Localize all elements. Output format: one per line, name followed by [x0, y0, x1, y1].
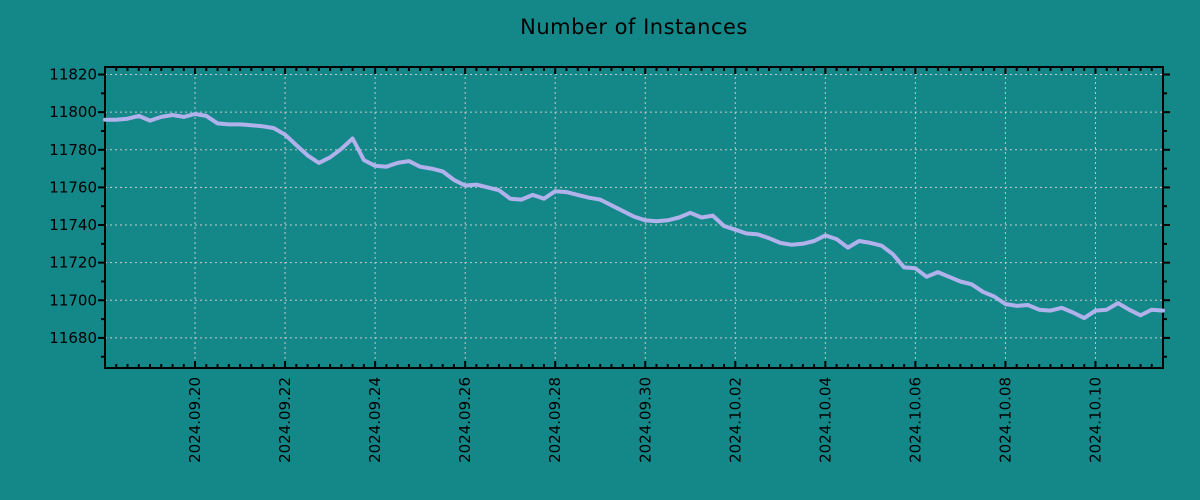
x-tick-label: 2024.10.04 — [816, 377, 834, 463]
chart-title: Number of Instances — [520, 15, 748, 39]
y-tick-label: 11740 — [49, 216, 97, 234]
x-tick-label: 2024.09.28 — [546, 377, 564, 463]
y-tick-label: 11720 — [49, 254, 97, 272]
x-tick-label: 2024.09.24 — [366, 377, 384, 463]
y-tick-label: 11820 — [49, 66, 97, 84]
x-tick-label: 2024.09.30 — [636, 377, 654, 463]
x-tick-label: 2024.09.22 — [276, 377, 294, 463]
x-tick-label: 2024.10.06 — [906, 377, 924, 463]
x-tick-label: 2024.10.08 — [996, 377, 1014, 463]
y-tick-label: 11700 — [49, 291, 97, 309]
x-tick-label: 2024.10.02 — [726, 377, 744, 463]
y-tick-label: 11800 — [49, 103, 97, 121]
y-tick-label: 11680 — [49, 329, 97, 347]
x-tick-label: 2024.10.10 — [1086, 377, 1104, 463]
y-tick-label: 11780 — [49, 141, 97, 159]
x-tick-label: 2024.09.20 — [186, 377, 204, 463]
series-line — [103, 112, 1165, 321]
x-tick-label: 2024.09.26 — [456, 377, 474, 463]
y-tick-label: 11760 — [49, 178, 97, 196]
